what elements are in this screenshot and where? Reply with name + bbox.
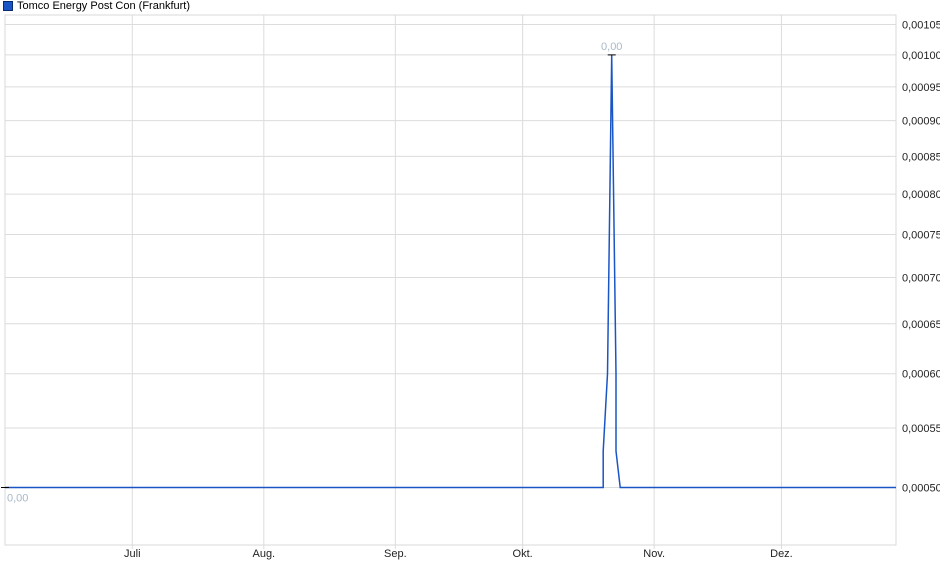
y-tick-label: 0,00085	[902, 151, 940, 163]
x-tick-label: Juli	[124, 548, 141, 560]
y-tick-label: 0,00075	[902, 229, 940, 241]
x-tick-label: Okt.	[513, 548, 533, 560]
x-tick-label: Aug.	[252, 548, 275, 560]
y-tick-label: 0,00070	[902, 273, 940, 285]
y-tick-label: 0,00055	[902, 423, 940, 435]
legend-swatch	[3, 1, 13, 11]
y-tick-label: 0,00090	[902, 116, 940, 128]
x-tick-label: Nov.	[643, 548, 665, 560]
annotation-label: 0,00	[7, 493, 28, 505]
annotation-label: 0,00	[601, 41, 622, 53]
y-tick-label: 0,00065	[902, 319, 940, 331]
y-tick-label: 0,00095	[902, 82, 940, 94]
legend: Tomco Energy Post Con (Frankfurt)	[3, 0, 190, 12]
x-tick-label: Dez.	[770, 548, 793, 560]
y-tick-label: 0,00060	[902, 369, 940, 381]
y-tick-label: 0,00080	[902, 189, 940, 201]
x-tick-label: Sep.	[384, 548, 407, 560]
y-tick-label: 0,00100	[902, 50, 940, 62]
plot-frame	[4, 14, 897, 546]
legend-label: Tomco Energy Post Con (Frankfurt)	[17, 0, 191, 12]
y-tick-label: 0,00050	[902, 483, 940, 495]
y-tick-label: 0,00105	[902, 19, 940, 31]
